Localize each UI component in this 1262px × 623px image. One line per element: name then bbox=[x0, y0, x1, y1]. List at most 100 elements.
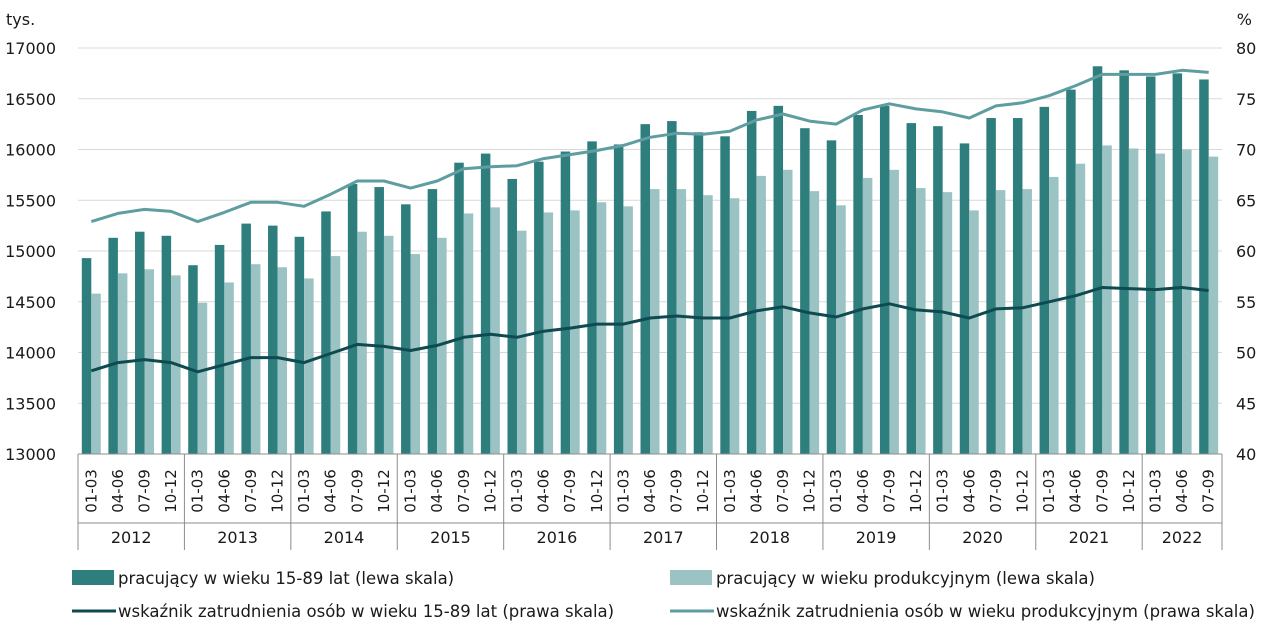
bar-pracujacy-produkcyjny bbox=[357, 231, 367, 454]
category-label: 01-03 bbox=[934, 469, 952, 513]
legend-swatch bbox=[670, 570, 712, 585]
bar-pracujacy-15-89 bbox=[826, 140, 837, 455]
category-label: 01-03 bbox=[295, 469, 313, 513]
bar-pracujacy-15-89 bbox=[1199, 79, 1209, 454]
category-label: 04-06 bbox=[1067, 469, 1085, 513]
line-wskaznik-15-89 bbox=[90, 286, 1209, 374]
bar-pracujacy-produkcyjny bbox=[1182, 149, 1192, 454]
left-tick-label: 13000 bbox=[5, 445, 56, 464]
bar-pracujacy-15-89 bbox=[1092, 66, 1103, 455]
bar-pracujacy-15-89 bbox=[879, 105, 890, 454]
category-label: 07-09 bbox=[455, 469, 473, 513]
bar-pracujacy-produkcyjny bbox=[490, 207, 500, 454]
bar-pracujacy-15-89 bbox=[693, 132, 704, 454]
category-label: 07-09 bbox=[561, 469, 579, 513]
left-tick-label: 16000 bbox=[5, 141, 56, 160]
bar-pracujacy-15-89 bbox=[454, 162, 464, 454]
bar-pracujacy-15-89 bbox=[347, 184, 358, 454]
category-label: 07-09 bbox=[136, 469, 154, 513]
bar-pracujacy-15-89 bbox=[294, 236, 305, 454]
category-label: 07-09 bbox=[1200, 469, 1218, 513]
bar-pracujacy-produkcyjny bbox=[304, 278, 314, 454]
right-tick-label: 55 bbox=[1236, 293, 1256, 312]
bar-pracujacy-15-89 bbox=[135, 231, 145, 454]
bar-pracujacy-produkcyjny bbox=[224, 282, 234, 454]
bar-pracujacy-produkcyjny bbox=[383, 235, 394, 454]
bar-pracujacy-15-89 bbox=[560, 151, 571, 454]
bar-pracujacy-15-89 bbox=[188, 265, 198, 454]
category-label: 10-12 bbox=[801, 469, 819, 513]
bar-pracujacy-15-89 bbox=[401, 204, 411, 454]
right-tick-label: 65 bbox=[1236, 191, 1256, 210]
category-label: 01-03 bbox=[508, 469, 526, 513]
bar-pracujacy-produkcyjny bbox=[1049, 176, 1059, 454]
axes: 13000 13500 14000 14500 15000 15500 16000 16500… bbox=[5, 39, 1256, 550]
left-tick-label: 14500 bbox=[5, 293, 56, 312]
lines bbox=[90, 68, 1209, 374]
legend-label: wskaźnik zatrudnienia osób w wieku produ… bbox=[716, 602, 1255, 621]
category-label: 04-06 bbox=[215, 469, 233, 513]
category-label: 01-03 bbox=[402, 469, 420, 513]
bar-pracujacy-15-89 bbox=[1039, 106, 1050, 455]
bar-pracujacy-produkcyjny bbox=[1022, 189, 1032, 454]
bar-pracujacy-15-89 bbox=[986, 118, 996, 454]
bar-pracujacy-15-89 bbox=[534, 161, 544, 454]
year-label: 2013 bbox=[217, 528, 258, 547]
category-label: 10-12 bbox=[1014, 469, 1032, 513]
right-tick-label: 70 bbox=[1236, 141, 1256, 160]
bars bbox=[81, 66, 1219, 455]
category-label: 07-09 bbox=[242, 469, 260, 513]
bar-pracujacy-15-89 bbox=[1119, 70, 1129, 454]
right-tick-label: 75 bbox=[1236, 90, 1256, 109]
year-label: 2018 bbox=[749, 528, 790, 547]
bar-pracujacy-produkcyjny bbox=[543, 212, 554, 454]
left-tick-label: 17000 bbox=[5, 39, 56, 58]
year-label: 2015 bbox=[430, 528, 471, 547]
right-tick-label: 45 bbox=[1236, 394, 1256, 413]
bar-pracujacy-produkcyjny bbox=[1208, 156, 1219, 455]
bar-pracujacy-produkcyjny bbox=[277, 267, 288, 454]
left-tick-label: 14000 bbox=[5, 344, 56, 363]
category-label: 04-06 bbox=[1173, 469, 1191, 513]
bar-pracujacy-15-89 bbox=[321, 211, 331, 454]
left-tick-label: 15500 bbox=[5, 191, 56, 210]
category-label: 04-06 bbox=[641, 469, 659, 513]
category-label: 01-03 bbox=[189, 469, 207, 513]
bar-pracujacy-produkcyjny bbox=[410, 254, 421, 454]
bar-pracujacy-15-89 bbox=[667, 121, 677, 454]
left-tick-label: 16500 bbox=[5, 90, 56, 109]
bar-pracujacy-15-89 bbox=[81, 258, 92, 454]
bar-pracujacy-produkcyjny bbox=[756, 175, 766, 454]
bar-pracujacy-produkcyjny bbox=[676, 189, 687, 454]
bar-pracujacy-produkcyjny bbox=[516, 230, 527, 454]
year-label: 2021 bbox=[1069, 528, 1110, 547]
bar-pracujacy-15-89 bbox=[800, 128, 810, 454]
bar-pracujacy-produkcyjny bbox=[1155, 153, 1165, 454]
bar-pracujacy-15-89 bbox=[720, 136, 730, 454]
bar-pracujacy-15-89 bbox=[933, 126, 943, 454]
legend-label: wskaźnik zatrudnienia osób w wieku 15-89… bbox=[118, 602, 614, 621]
bar-pracujacy-produkcyjny bbox=[836, 205, 846, 454]
bar-pracujacy-produkcyjny bbox=[570, 210, 580, 454]
bar-pracujacy-produkcyjny bbox=[1102, 145, 1112, 454]
bar-pracujacy-produkcyjny bbox=[783, 169, 793, 455]
bar-pracujacy-produkcyjny bbox=[463, 213, 474, 454]
category-label: 10-12 bbox=[162, 469, 180, 513]
bar-pracujacy-produkcyjny bbox=[623, 206, 633, 454]
bar-pracujacy-produkcyjny bbox=[969, 210, 979, 454]
category-label: 07-09 bbox=[1093, 469, 1111, 513]
bar-pracujacy-15-89 bbox=[108, 237, 118, 454]
right-tick-label: 60 bbox=[1236, 242, 1256, 261]
right-axis-unit: % bbox=[1237, 10, 1252, 29]
bar-pracujacy-produkcyjny bbox=[650, 189, 660, 454]
category-label: 07-09 bbox=[880, 469, 898, 513]
category-label: 10-12 bbox=[694, 469, 712, 513]
category-label: 04-06 bbox=[747, 469, 765, 513]
bar-pracujacy-produkcyjny bbox=[330, 256, 341, 454]
bar-pracujacy-15-89 bbox=[214, 244, 225, 454]
bar-pracujacy-15-89 bbox=[268, 225, 278, 454]
left-tick-label: 15000 bbox=[5, 242, 56, 261]
year-label: 2020 bbox=[962, 528, 1003, 547]
